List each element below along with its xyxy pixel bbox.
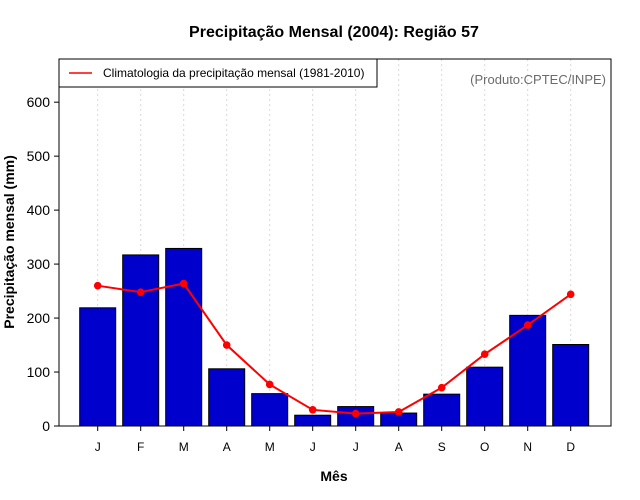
bar-D-12	[552, 344, 590, 427]
climatology-point	[523, 321, 532, 329]
y-tick-label: 200	[27, 310, 51, 326]
x-tick-label: F	[137, 440, 144, 454]
climatology-series	[93, 279, 575, 418]
climatology-point	[566, 290, 575, 299]
y-tick-label: 500	[27, 148, 51, 164]
y-axis-title: Precipitação mensal (mm)	[1, 155, 17, 329]
chart-title: Precipitação Mensal (2004): Região 57	[189, 24, 479, 41]
bar-O-10	[466, 366, 504, 427]
y-axis: 0 100 200 300 400 500 600	[27, 94, 59, 434]
x-tick-label: A	[223, 440, 231, 454]
credit-text: (Produto:CPTEC/INPE)	[470, 72, 606, 87]
bar-M-5	[251, 393, 289, 427]
climatology-point	[179, 279, 188, 288]
x-tick-label: N	[523, 440, 532, 454]
y-tick-label: 100	[27, 364, 51, 380]
x-tick-label: D	[566, 440, 575, 454]
x-tick-label: S	[438, 440, 446, 454]
bar-A-4	[208, 368, 246, 427]
x-tick-label: J	[353, 440, 359, 454]
x-axis-title: Mês	[320, 468, 347, 484]
bar-S-9	[423, 393, 461, 427]
y-tick-label: 600	[27, 94, 51, 110]
y-tick-label: 300	[27, 256, 51, 272]
climatology-point	[136, 288, 145, 296]
climatology-point	[308, 406, 317, 414]
y-tick-label: 400	[27, 202, 51, 218]
climatology-point	[394, 408, 403, 416]
climatology-point	[351, 409, 360, 418]
x-tick-label: M	[179, 440, 189, 454]
climatology-line	[97, 282, 572, 415]
legend-box	[58, 58, 378, 88]
bar-M-3	[165, 247, 203, 427]
x-tick-label: A	[395, 440, 403, 454]
climatology-point	[265, 380, 274, 389]
climatology-point	[437, 383, 446, 392]
climatology-point	[222, 341, 231, 349]
x-tick-label: M	[265, 440, 275, 454]
bar-F-2	[122, 254, 160, 427]
x-tick-label: J	[95, 440, 101, 454]
bar-N-11	[509, 314, 547, 427]
y-tick-label: 0	[42, 418, 50, 434]
x-tick-label: J	[310, 440, 316, 454]
bar-series	[79, 247, 590, 427]
bar-J-1	[79, 307, 117, 427]
climatology-point	[93, 281, 102, 290]
x-tick-label: O	[480, 440, 489, 454]
climatology-point	[480, 350, 489, 359]
legend-label: Climatologia da precipitação mensal (198…	[103, 66, 364, 80]
legend: Climatologia da precipitação mensal (198…	[58, 58, 378, 88]
bar-J-6	[294, 414, 332, 427]
